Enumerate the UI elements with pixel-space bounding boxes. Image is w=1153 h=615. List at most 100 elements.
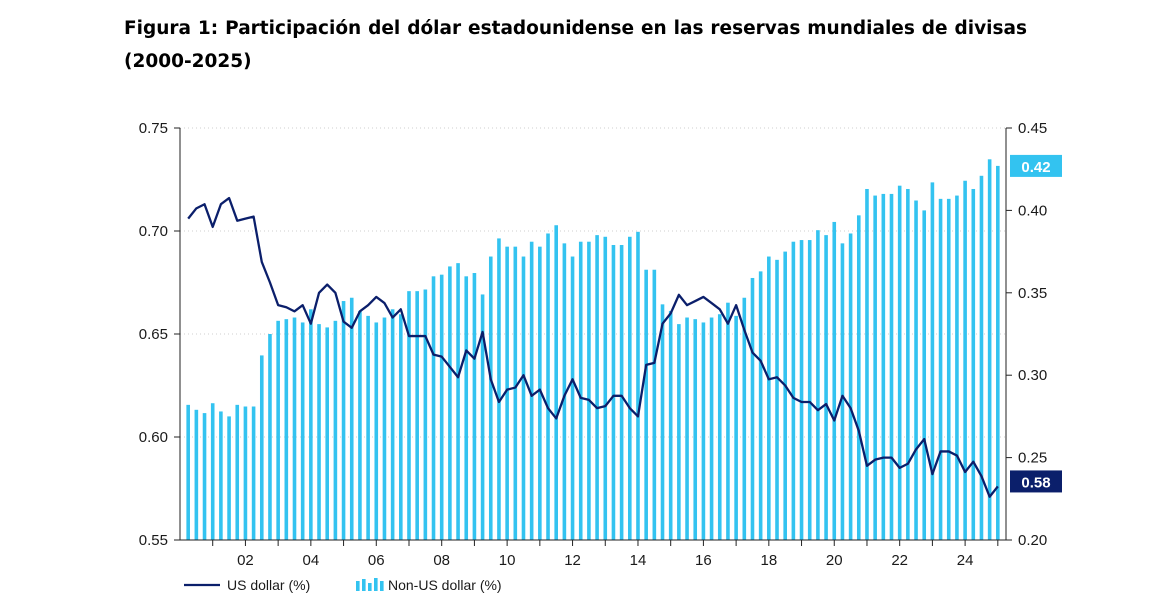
non-us-bar [873,195,877,540]
non-us-bar [578,241,583,540]
right-tick-label: 0.30 [1018,367,1047,384]
non-us-bar [292,317,297,540]
non-us-bar [685,317,689,540]
non-us-bar [693,319,698,540]
non-us-bar [636,231,640,540]
non-us-bar [611,245,616,540]
non-us-bar [824,235,828,540]
x-tick-label: 22 [891,552,908,569]
non-us-bar [603,236,608,540]
legend-non-us-swatch-bar [380,581,384,591]
non-us-bar [701,322,706,540]
non-us-bar [235,404,240,540]
non-us-bar [628,236,632,540]
non-us-bar [930,182,935,540]
x-tick-label: 10 [499,552,516,569]
non-us-bar [300,322,305,540]
non-us-bar [856,215,861,540]
non-us-bar [652,269,657,540]
non-us-bar [865,188,869,541]
non-us-bar [538,246,542,540]
non-us-bar [717,314,722,540]
non-us-bar [276,320,280,540]
us-end-tag [1010,470,1062,493]
legend-non-us-label: Non-US dollar (%) [388,577,502,593]
non-us-bar [309,309,313,540]
non-us-bar [333,320,338,540]
end-value-tags: 0.42 0.58 [1010,154,1062,493]
left-tick-label: 0.60 [139,429,168,446]
non-us-bar [202,413,207,540]
non-us-bar [816,230,820,540]
x-tick-label: 20 [826,552,843,569]
non-us-bar [497,238,501,541]
non-us-bar [456,263,460,540]
non-us-bar [807,240,812,540]
x-tick-label: 04 [303,552,320,569]
non-us-bar [734,315,738,540]
non-us-bar [660,304,665,540]
non-us-bar [742,297,747,540]
non-us-end-value: 0.42 [1021,159,1050,176]
non-us-bar [521,256,526,540]
left-tick-label: 0.75 [139,120,168,137]
non-us-bar [186,404,190,540]
x-tick-label: 24 [957,552,974,569]
legend-non-us-swatch-bar [368,583,372,591]
x-tick-label: 18 [760,552,777,569]
non-us-bar [791,241,796,540]
non-us-bar [783,251,787,540]
non-us-bar [480,294,485,540]
right-tick-label: 0.45 [1018,120,1047,137]
non-us-bar [726,302,730,540]
non-us-bar [382,317,387,540]
non-us-bar [938,198,943,541]
non-us-bar [775,259,779,540]
non-us-bar [325,327,330,540]
non-us-bar [251,406,256,540]
non-us-bar [758,271,763,540]
right-tick-label: 0.35 [1018,285,1047,302]
non-us-bar [407,291,411,540]
non-us-bar [243,406,248,540]
non-us-bar [268,334,272,540]
non-us-bar [644,269,648,540]
x-tick-label: 02 [237,552,254,569]
non-us-bar [595,235,599,540]
legend-non-us-swatch-bar [356,581,360,591]
non-us-bar [562,243,567,541]
non-us-bar [423,289,428,540]
non-us-bar [914,200,918,540]
non-us-bar [219,411,223,540]
non-us-bar [448,266,452,540]
non-us-end-tag [1010,154,1062,177]
non-us-bar [529,241,534,540]
non-us-bar [996,165,1000,540]
non-us-bar [906,188,910,541]
legend-non-us-swatch-bar [374,578,378,591]
non-us-bar [889,193,894,541]
non-us-bar [767,256,771,540]
non-us-bar [341,301,346,540]
non-us-bars [186,159,1000,541]
non-us-bar [374,322,379,540]
x-tick-label: 14 [630,552,647,569]
non-us-bar [431,276,436,540]
non-us-bar [464,276,469,540]
axes [174,127,1012,546]
non-us-bar [955,195,959,540]
non-us-bar [946,198,951,541]
non-us-bar [472,273,477,540]
non-us-bar [799,240,804,540]
non-us-bar [390,309,395,540]
non-us-bar [554,225,558,541]
us-dollar-line [187,196,999,498]
non-us-bar [366,315,370,540]
us-end-value: 0.58 [1021,474,1050,491]
legend: US dollar (%) Non-US dollar (%) [184,577,502,593]
non-us-bar [349,297,354,540]
non-us-bar [227,416,231,540]
legend-non-us-swatch-bar [362,579,366,591]
non-us-bar [439,274,444,540]
